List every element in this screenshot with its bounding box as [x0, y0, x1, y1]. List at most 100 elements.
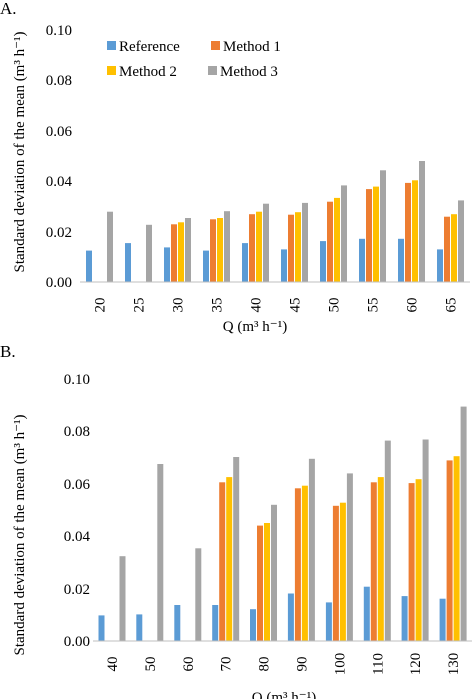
bar-reference-20: [86, 250, 92, 282]
y-tick-label: 0.08: [64, 424, 90, 440]
bar-method-1-40: [249, 214, 255, 282]
x-tick-label: 50: [327, 298, 343, 313]
panel-b-x-axis-label: Q (m³ h⁻¹): [252, 690, 316, 699]
y-tick-label: 0.02: [64, 582, 90, 598]
bar-method-3-50: [341, 185, 347, 282]
bar-reference-30: [164, 247, 170, 282]
x-tick-label: 80: [257, 657, 273, 672]
x-tick-label: 60: [405, 298, 421, 313]
y-tick-label: 0.04: [64, 529, 91, 545]
bar-method-2-45: [295, 212, 301, 282]
bar-method-3-70: [233, 457, 240, 641]
bar-method-3-25: [146, 224, 152, 282]
panel-b-x-tick-labels: 40 50 60 70 80 90 100 110 120 130: [105, 653, 462, 676]
legend-swatch-method-1: [211, 41, 220, 50]
bar-method-2-30: [178, 222, 184, 282]
legend-label-method-1: Method 1: [223, 39, 281, 55]
bar-method-1-65: [444, 216, 450, 282]
bar-reference-70: [212, 605, 219, 641]
bar-reference-25: [125, 243, 131, 282]
legend-item-method-2: Method 2: [107, 64, 177, 80]
legend-item-method-3: Method 3: [208, 64, 278, 80]
bar-method-3-30: [185, 218, 191, 282]
x-tick-label: 110: [370, 653, 386, 675]
legend: Reference Method 1 Method 2 Method 3: [107, 39, 281, 80]
bar-reference-50: [320, 241, 326, 282]
bar-method-1-90: [294, 488, 301, 641]
bar-reference-55: [359, 238, 365, 282]
y-tick-label: 0.08: [46, 73, 72, 89]
legend-label-method-3: Method 3: [220, 64, 278, 80]
bar-method-1-55: [366, 189, 372, 282]
x-tick-label: 130: [446, 653, 462, 676]
bar-method-1-110: [370, 482, 377, 641]
y-tick-label: 0.04: [46, 174, 73, 190]
panel-a: A. Standard deviation of the mean (m³ h⁻…: [0, 0, 470, 335]
x-tick-label: 30: [171, 298, 187, 313]
y-tick-label: 0.10: [46, 23, 72, 39]
bar-reference-80: [250, 609, 256, 641]
panel-a-label: A.: [0, 0, 17, 18]
x-tick-label: 90: [294, 657, 310, 672]
bar-method-1-100: [332, 505, 339, 641]
bar-reference-40: [98, 615, 105, 641]
x-tick-label: 40: [105, 657, 121, 672]
x-tick-label: 70: [219, 657, 235, 672]
bar-method-3-40: [119, 556, 126, 641]
x-tick-label: 100: [332, 653, 348, 676]
bar-method-3-100: [346, 473, 353, 641]
bar-method-3-35: [224, 211, 230, 282]
bar-reference-100: [325, 602, 332, 641]
bar-method-2-40: [256, 211, 262, 282]
panel-b-label: B.: [0, 342, 16, 361]
panel-b-y-tick-labels: 0.00 0.02 0.04 0.06 0.08 0.10: [64, 372, 91, 650]
bar-method-3-55: [380, 170, 386, 282]
panel-a-x-axis-label: Q (m³ h⁻¹): [223, 319, 287, 335]
y-tick-label: 0.00: [64, 634, 90, 650]
y-tick-label: 0.06: [64, 477, 91, 493]
panel-b-y-axis-label: Standard deviation of the mean (m³ h⁻¹): [12, 414, 28, 655]
bar-method-1-60: [405, 182, 411, 282]
bar-method-1-45: [288, 214, 294, 282]
x-tick-label: 35: [210, 298, 226, 313]
bar-method-2-130: [453, 456, 460, 641]
x-tick-label: 25: [132, 298, 148, 313]
bar-method-2-90: [301, 485, 308, 641]
legend-swatch-reference: [107, 41, 116, 50]
panel-b-bars: [98, 406, 467, 641]
bar-reference-110: [363, 586, 370, 641]
bar-method-2-70: [226, 477, 233, 641]
bar-reference-60: [174, 605, 181, 641]
bar-method-3-130: [460, 406, 467, 641]
bar-reference-35: [203, 250, 209, 282]
bar-reference-130: [439, 598, 446, 641]
bar-method-1-80: [257, 525, 263, 641]
bar-method-2-65: [451, 214, 457, 282]
bar-method-2-80: [264, 523, 270, 641]
bar-method-1-70: [219, 482, 226, 641]
panel-a-y-tick-labels: 0.00 0.02 0.04 0.06 0.08 0.10: [46, 23, 73, 291]
bar-reference-120: [401, 596, 408, 641]
legend-swatch-method-2: [107, 66, 116, 75]
bar-method-3-50: [157, 464, 164, 641]
bar-method-1-130: [446, 460, 453, 641]
bar-method-1-30: [171, 224, 177, 282]
bar-method-3-110: [384, 440, 391, 641]
panel-b: B. Standard deviation of the mean (m³ h⁻…: [0, 342, 472, 699]
x-tick-label: 45: [288, 298, 304, 313]
legend-item-method-1: Method 1: [211, 39, 281, 55]
panel-a-x-tick-labels: 20 25 30 35 40 45 50 55 60 65: [93, 298, 460, 313]
bar-method-3-90: [308, 458, 315, 641]
bar-reference-40: [242, 243, 248, 282]
bar-method-1-35: [210, 219, 216, 283]
bar-reference-65: [437, 249, 443, 282]
y-tick-label: 0.02: [46, 225, 72, 241]
bar-method-2-35: [217, 218, 223, 282]
bar-method-2-50: [334, 197, 340, 282]
x-tick-label: 20: [93, 298, 109, 313]
bar-method-1-120: [408, 483, 415, 641]
bar-method-3-20: [107, 211, 113, 282]
x-tick-label: 55: [366, 298, 382, 313]
legend-swatch-method-3: [208, 66, 217, 75]
